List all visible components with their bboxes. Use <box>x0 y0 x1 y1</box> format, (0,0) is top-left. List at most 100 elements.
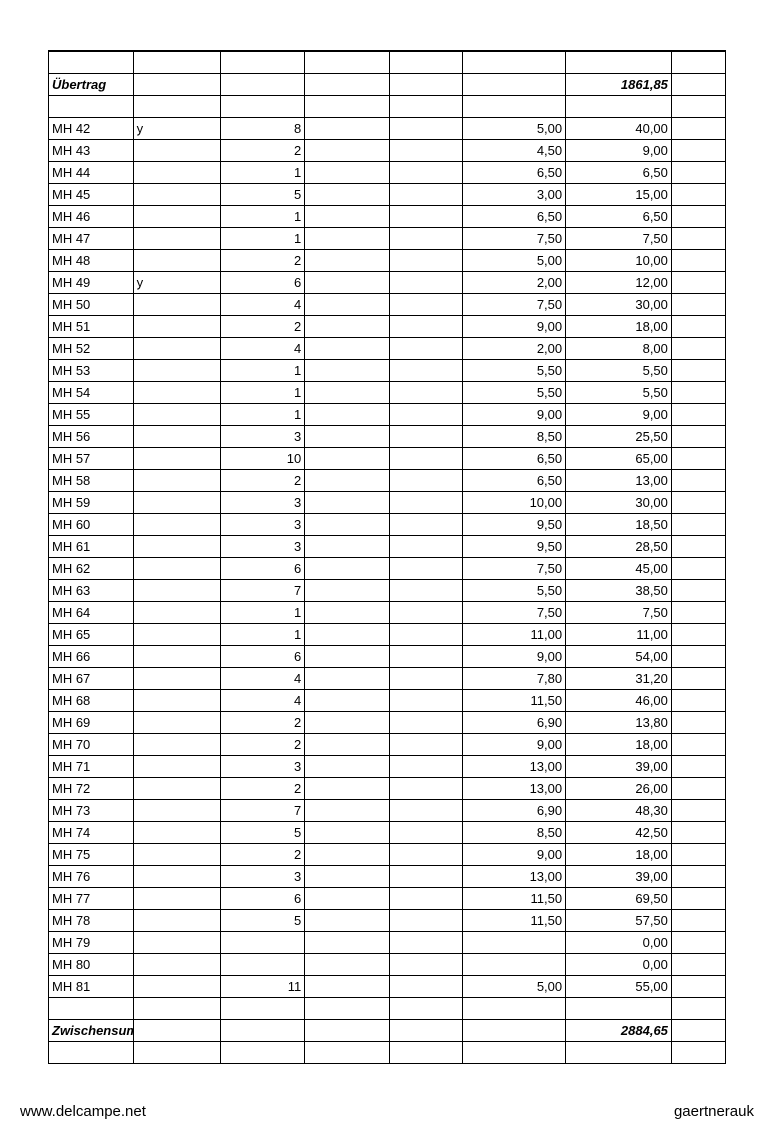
cell-c2: 5 <box>220 909 305 931</box>
cell-c6: 18,00 <box>566 843 672 865</box>
cell-c3 <box>305 337 390 359</box>
cell-c5: 4,50 <box>462 139 565 161</box>
cell-c4 <box>389 249 462 271</box>
cell-c1 <box>133 799 220 821</box>
cell-c0: MH 60 <box>49 513 134 535</box>
cell-c1 <box>133 73 220 95</box>
cell-c2: 10 <box>220 447 305 469</box>
cell-c4 <box>389 909 462 931</box>
cell-c4 <box>389 1041 462 1063</box>
cell-c0: Zwischensumme <box>49 1019 134 1041</box>
cell-c3 <box>305 931 390 953</box>
cell-c4 <box>389 139 462 161</box>
cell-c5: 11,50 <box>462 689 565 711</box>
cell-c5: 2,00 <box>462 337 565 359</box>
cell-c1 <box>133 337 220 359</box>
cell-c2: 2 <box>220 733 305 755</box>
cell-c6: 0,00 <box>566 953 672 975</box>
cell-c3 <box>305 491 390 513</box>
cell-c3 <box>305 909 390 931</box>
cell-c3 <box>305 139 390 161</box>
cell-c3 <box>305 799 390 821</box>
cell-c6: 6,50 <box>566 161 672 183</box>
cell-c7 <box>671 161 725 183</box>
cell-c0: MH 74 <box>49 821 134 843</box>
cell-c7 <box>671 271 725 293</box>
cell-c0: MH 80 <box>49 953 134 975</box>
cell-c1 <box>133 623 220 645</box>
cell-c3 <box>305 733 390 755</box>
cell-c6: 42,50 <box>566 821 672 843</box>
cell-c2: 3 <box>220 865 305 887</box>
cell-c4 <box>389 271 462 293</box>
cell-c1 <box>133 975 220 997</box>
cell-c6: 69,50 <box>566 887 672 909</box>
cell-c3 <box>305 755 390 777</box>
cell-c5: 7,50 <box>462 293 565 315</box>
cell-c3 <box>305 293 390 315</box>
cell-c0: MH 75 <box>49 843 134 865</box>
cell-c4 <box>389 425 462 447</box>
cell-c7 <box>671 183 725 205</box>
cell-c1 <box>133 315 220 337</box>
cell-c0: MH 73 <box>49 799 134 821</box>
cell-c4 <box>389 491 462 513</box>
cell-c4 <box>389 381 462 403</box>
cell-c7 <box>671 909 725 931</box>
cell-c4 <box>389 73 462 95</box>
cell-c1 <box>133 1041 220 1063</box>
cell-c2: 3 <box>220 425 305 447</box>
cell-c5: 6,90 <box>462 799 565 821</box>
cell-c7 <box>671 601 725 623</box>
cell-c3 <box>305 843 390 865</box>
cell-c6: 39,00 <box>566 865 672 887</box>
cell-c3 <box>305 205 390 227</box>
cell-c0 <box>49 95 134 117</box>
cell-c6: 26,00 <box>566 777 672 799</box>
cell-c0: MH 55 <box>49 403 134 425</box>
cell-c7 <box>671 777 725 799</box>
cell-c3 <box>305 117 390 139</box>
cell-c4 <box>389 799 462 821</box>
cell-c1 <box>133 403 220 425</box>
cell-c7 <box>671 711 725 733</box>
cell-c5 <box>462 997 565 1019</box>
cell-c7 <box>671 491 725 513</box>
cell-c7 <box>671 513 725 535</box>
cell-c4 <box>389 315 462 337</box>
cell-c7 <box>671 887 725 909</box>
cell-c4 <box>389 293 462 315</box>
cell-c3 <box>305 887 390 909</box>
cell-c2: 4 <box>220 689 305 711</box>
cell-c6: 9,00 <box>566 403 672 425</box>
cell-c6: 13,80 <box>566 711 672 733</box>
cell-c2 <box>220 1019 305 1041</box>
cell-c3 <box>305 51 390 73</box>
cell-c1 <box>133 491 220 513</box>
cell-c1 <box>133 51 220 73</box>
cell-c5 <box>462 953 565 975</box>
cell-c0: MH 81 <box>49 975 134 997</box>
cell-c0: MH 53 <box>49 359 134 381</box>
cell-c5: 10,00 <box>462 491 565 513</box>
cell-c4 <box>389 447 462 469</box>
cell-c3 <box>305 1041 390 1063</box>
cell-c1 <box>133 205 220 227</box>
cell-c0: MH 71 <box>49 755 134 777</box>
cell-c6: 30,00 <box>566 491 672 513</box>
cell-c5: 9,50 <box>462 535 565 557</box>
cell-c6: 18,50 <box>566 513 672 535</box>
cell-c1 <box>133 601 220 623</box>
cell-c1 <box>133 469 220 491</box>
cell-c6: 7,50 <box>566 227 672 249</box>
cell-c5: 6,50 <box>462 469 565 491</box>
cell-c7 <box>671 535 725 557</box>
cell-c4 <box>389 865 462 887</box>
cell-c3 <box>305 579 390 601</box>
cell-c1: y <box>133 271 220 293</box>
cell-c2: 3 <box>220 535 305 557</box>
cell-c0: MH 66 <box>49 645 134 667</box>
cell-c2: 1 <box>220 623 305 645</box>
cell-c4 <box>389 359 462 381</box>
cell-c6: 48,30 <box>566 799 672 821</box>
